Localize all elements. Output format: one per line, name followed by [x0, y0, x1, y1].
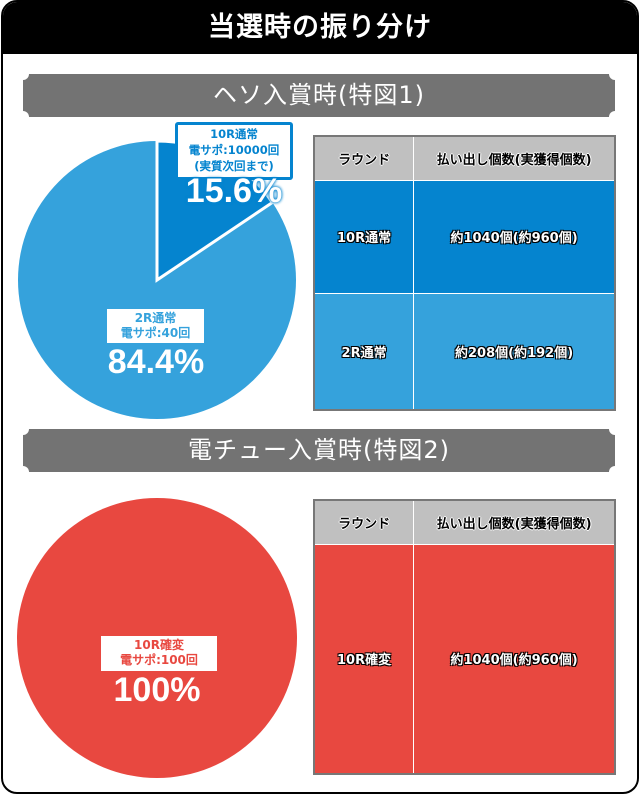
section-banner-heso: ヘソ入賞時(特図1): [17, 68, 621, 123]
slice-label-2r-normal: 2R通常 電サポ:40回: [107, 309, 204, 343]
page-title: 当選時の振り分け: [3, 2, 637, 54]
section-banner-denchu: 電チュー入賞時(特図2): [17, 423, 621, 478]
payout-table-heso: ラウンド 払い出し個数(実獲得個数) 10R通常 約1040個(約960個) 2…: [313, 135, 616, 411]
slice-label-line: (実質次回まで): [194, 159, 274, 173]
table-row: 2R通常 約208個(約192個): [314, 293, 615, 410]
cell-payout: 約1040個(約960個): [413, 179, 615, 295]
cell-round: 2R通常: [314, 293, 415, 410]
slice-label-10r-normal: 10R通常 電サポ:10000回 (実質次回まで): [175, 122, 293, 180]
column-header-round: ラウンド: [314, 136, 415, 181]
slice-label-10r-kakuhen: 10R確変 電サポ:100回: [101, 636, 217, 671]
slice-pct-10r-normal: 15.6%: [185, 172, 283, 210]
table-header-row: ラウンド 払い出し個数(実獲得個数): [314, 500, 615, 545]
column-header-payout: 払い出し個数(実獲得個数): [413, 500, 615, 545]
cell-payout: 約208個(約192個): [413, 293, 615, 410]
table-row: 10R確変 約1040個(約960個): [314, 543, 615, 774]
slice-pct-10r-kakuhen: 100%: [113, 671, 201, 709]
table-header-row: ラウンド 払い出し個数(実獲得個数): [314, 136, 615, 181]
slice-label-line: 2R通常: [134, 311, 177, 325]
column-header-payout: 払い出し個数(実獲得個数): [413, 136, 615, 181]
table-row: 10R通常 約1040個(約960個): [314, 179, 615, 295]
section-banner-label: ヘソ入賞時(特図1): [213, 81, 425, 109]
slice-label-line: 電サポ:100回: [120, 653, 198, 667]
slice-pct-2r-normal: 84.4%: [107, 343, 205, 381]
payout-table-denchu: ラウンド 払い出し個数(実獲得個数) 10R確変 約1040個(約960個): [313, 499, 616, 775]
slice-label-line: 10R通常: [210, 127, 258, 141]
cell-round: 10R確変: [314, 543, 415, 774]
cell-payout: 約1040個(約960個): [413, 543, 615, 774]
slice-label-line: 電サポ:10000回: [188, 143, 280, 157]
slice-label-line: 電サポ:40回: [120, 326, 191, 340]
cell-round: 10R通常: [314, 179, 415, 295]
column-header-round: ラウンド: [314, 500, 415, 545]
section-banner-label: 電チュー入賞時(特図2): [188, 436, 450, 464]
slice-label-line: 10R確変: [134, 638, 184, 652]
